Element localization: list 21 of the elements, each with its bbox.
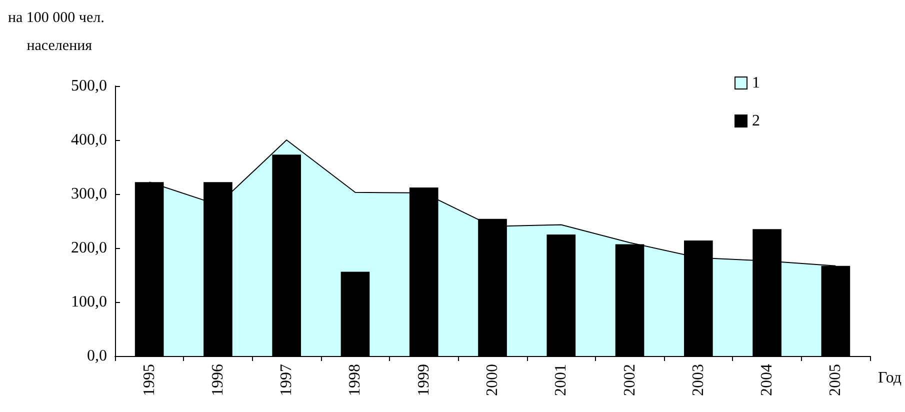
y-tick-label: 400,0 <box>71 132 107 148</box>
y-tick-label: 100,0 <box>71 294 107 310</box>
y-tick-label: 0,0 <box>87 348 107 364</box>
x-tick-label: 2001 <box>552 364 570 396</box>
x-axis-title: Год <box>878 370 902 386</box>
x-tick-label: 1996 <box>209 364 226 396</box>
y-axis-title: на 100 000 чел. населения <box>8 10 104 54</box>
y-tick-label: 300,0 <box>71 186 107 202</box>
y-tick-label: 200,0 <box>71 240 107 256</box>
x-tick-label: 1997 <box>278 364 296 396</box>
y-tick-label: 500,0 <box>71 78 107 94</box>
x-tick-label: 1995 <box>140 364 158 396</box>
x-tick-label: 2000 <box>484 364 501 396</box>
x-tick-label: 1998 <box>346 364 364 396</box>
x-tick-label: 2002 <box>621 364 638 396</box>
x-tick-label: 2004 <box>758 364 776 396</box>
x-tick-label: 2005 <box>827 364 844 396</box>
x-tick-label: 2003 <box>690 364 707 396</box>
x-tick-label: 1999 <box>415 364 432 396</box>
legend-label: 2 <box>752 112 760 130</box>
legend-label: 1 <box>752 74 760 92</box>
